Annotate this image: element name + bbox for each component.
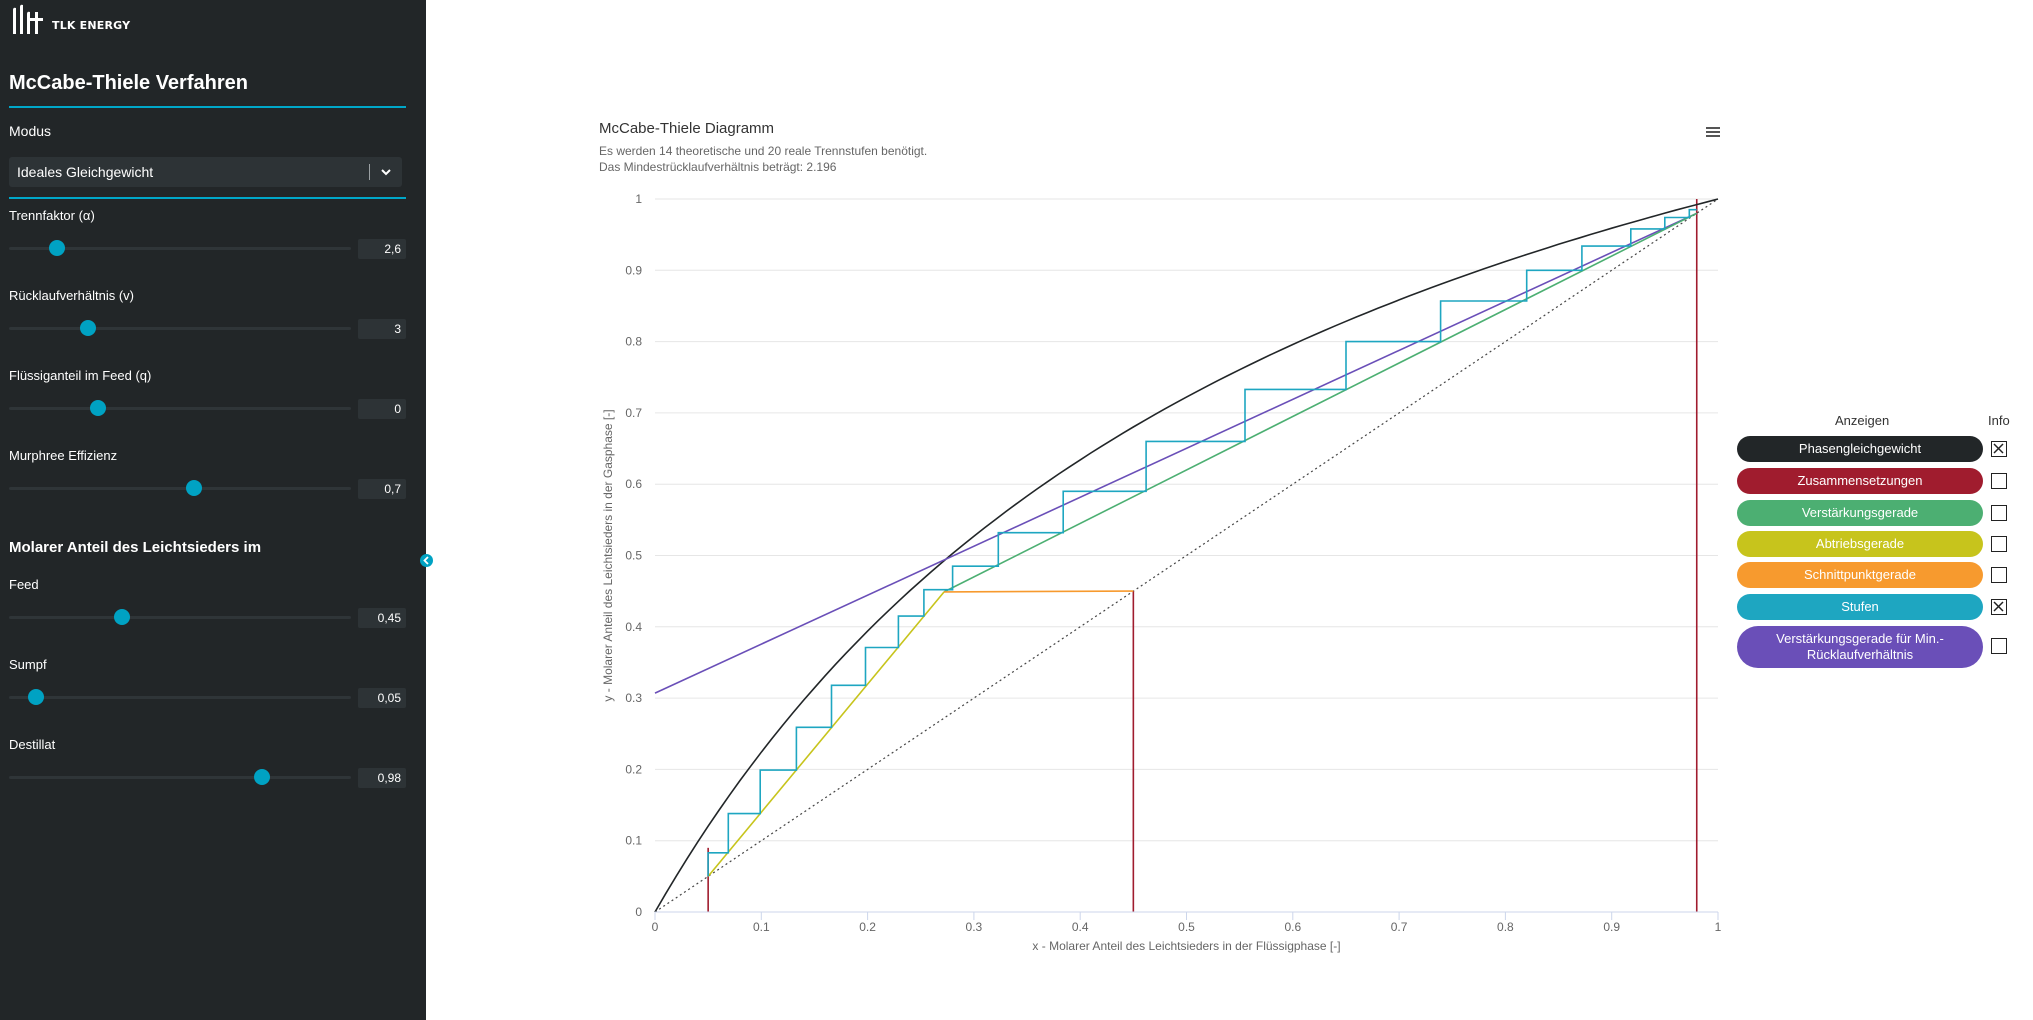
equilibrium-curve <box>654 198 1719 913</box>
x-tick-label: 0.5 <box>1178 920 1195 934</box>
value-murphree[interactable]: 0,7 <box>358 479 406 499</box>
slider-thumb[interactable] <box>48 240 65 256</box>
y-tick-label: 0.8 <box>625 335 642 349</box>
legend-toggle-1[interactable]: Zusammensetzungen <box>1737 468 1983 494</box>
legend-toggle-2[interactable]: Verstärkungsgerade <box>1737 500 1983 526</box>
slider-thumb[interactable] <box>89 400 106 416</box>
info-checkbox[interactable] <box>1991 441 2007 457</box>
title-divider <box>9 106 406 108</box>
slider-murphree[interactable] <box>9 480 351 496</box>
slider-trennfaktor[interactable] <box>9 240 351 256</box>
y-tick-label: 0.9 <box>625 263 642 277</box>
tlk-logo-icon <box>13 4 43 34</box>
value-ruecklauf[interactable]: 3 <box>358 319 406 339</box>
tlk-logo: TLK ENERGY <box>9 3 130 39</box>
x-tick-label: 0.8 <box>1497 920 1514 934</box>
x-axis-label: x - Molarer Anteil des Leichtsieders in … <box>1032 939 1340 953</box>
stripping-line <box>707 591 945 877</box>
x-tick-label: 0.6 <box>1284 920 1301 934</box>
value-fluessiganteil[interactable]: 0 <box>358 399 406 419</box>
x-tick-label: 0.9 <box>1603 920 1620 934</box>
info-checkbox[interactable] <box>1991 567 2007 583</box>
diagonal-line <box>654 198 1719 913</box>
info-checkbox[interactable] <box>1991 599 2007 615</box>
y-tick-label: 0.7 <box>625 406 642 420</box>
x-tick-label: 0.3 <box>966 920 983 934</box>
legend-toggle-4[interactable]: Schnittpunktgerade <box>1737 562 1983 588</box>
slider-thumb[interactable] <box>254 769 271 785</box>
legend-toggle-3[interactable]: Abtriebsgerade <box>1737 531 1983 557</box>
app-title: McCabe-Thiele Verfahren <box>9 72 248 94</box>
slider-thumb[interactable] <box>28 689 45 705</box>
y-tick-label: 0.1 <box>625 834 642 848</box>
y-tick-label: 0.3 <box>625 691 642 705</box>
legend-toggle-5[interactable]: Stufen <box>1737 594 1983 620</box>
x-tick-label: 0.4 <box>1072 920 1089 934</box>
info-checkbox[interactable] <box>1991 638 2007 654</box>
x-tick-label: 0 <box>652 920 659 934</box>
rectifying-line <box>943 212 1698 593</box>
y-tick-label: 0.6 <box>625 477 642 491</box>
slider-thumb[interactable] <box>185 480 202 496</box>
mode-dropdown[interactable]: Ideales Gleichgewicht <box>9 157 402 187</box>
chart-menu-icon[interactable] <box>1706 127 1720 138</box>
slider-ruecklauf[interactable] <box>9 320 351 336</box>
info-checkbox[interactable] <box>1991 536 2007 552</box>
stages-line <box>707 208 1697 877</box>
param-label-fluessiganteil: Flüssiganteil im Feed (q) <box>9 368 152 383</box>
y-tick-label: 0.4 <box>625 620 642 634</box>
chevron-left-icon <box>423 556 429 565</box>
param-label-ruecklauf: Rücklaufverhältnis (v) <box>9 288 134 303</box>
x-tick-label: 0.7 <box>1391 920 1408 934</box>
molar-fraction-section-title: Molarer Anteil des Leichtsieders im <box>9 539 262 556</box>
info-checkbox[interactable] <box>1991 473 2007 489</box>
x-tick-label: 0.2 <box>859 920 876 934</box>
sidebar: TLK ENERGY McCabe-Thiele Verfahren Modus… <box>0 0 426 1020</box>
mode-label: Modus <box>9 123 52 139</box>
dropdown-separator <box>369 164 370 180</box>
info-checkbox[interactable] <box>1991 505 2007 521</box>
legend-header-info: Info <box>1988 413 2010 428</box>
param-label-feed: Feed <box>9 577 39 592</box>
param-label-sumpf: Sumpf <box>9 657 47 672</box>
mode-divider <box>9 197 406 199</box>
value-destillat[interactable]: 0,98 <box>358 768 406 788</box>
chart-subtitle-min-reflux: Das Mindestrücklaufverhältnis beträgt: 2… <box>599 160 837 174</box>
legend-header-show: Anzeigen <box>1835 413 1890 428</box>
y-tick-label: 0 <box>635 905 642 919</box>
value-sumpf[interactable]: 0,05 <box>358 688 406 708</box>
param-label-trennfaktor: Trennfaktor (α) <box>9 208 95 223</box>
param-label-murphree: Murphree Effizienz <box>9 448 118 463</box>
y-tick-label: 1 <box>635 192 642 206</box>
y-tick-label: 0.5 <box>625 549 642 563</box>
slider-feed[interactable] <box>9 609 351 625</box>
param-label-destillat: Destillat <box>9 737 56 752</box>
slider-thumb[interactable] <box>113 609 130 625</box>
chart-title: McCabe-Thiele Diagramm <box>599 120 775 137</box>
x-tick-label: 0.1 <box>753 920 770 934</box>
x-tick-label: 1 <box>1715 920 1722 934</box>
value-trennfaktor[interactable]: 2,6 <box>358 239 406 259</box>
collapse-sidebar-button[interactable] <box>420 554 433 567</box>
chart-subtitle-stages: Es werden 14 theoretische und 20 reale T… <box>599 144 928 158</box>
chevron-down-icon[interactable] <box>380 165 392 183</box>
slider-thumb[interactable] <box>79 320 96 336</box>
slider-sumpf[interactable] <box>9 689 351 705</box>
logo-text: TLK ENERGY <box>52 18 131 32</box>
y-tick-label: 0.2 <box>625 762 642 776</box>
slider-fluessiganteil[interactable] <box>9 400 351 416</box>
mode-dropdown-value: Ideales Gleichgewicht <box>17 164 154 180</box>
legend-toggle-6[interactable]: Verstärkungsgerade für Min.-Rücklaufverh… <box>1737 626 1983 668</box>
value-feed[interactable]: 0,45 <box>358 608 406 628</box>
y-axis-label: y - Molarer Anteil des Leichtsieders in … <box>601 409 615 701</box>
q-line <box>944 590 1134 593</box>
legend-toggle-0[interactable]: Phasengleichgewicht <box>1737 436 1983 462</box>
slider-destillat[interactable] <box>9 769 351 785</box>
min-reflux-line <box>654 212 1698 694</box>
